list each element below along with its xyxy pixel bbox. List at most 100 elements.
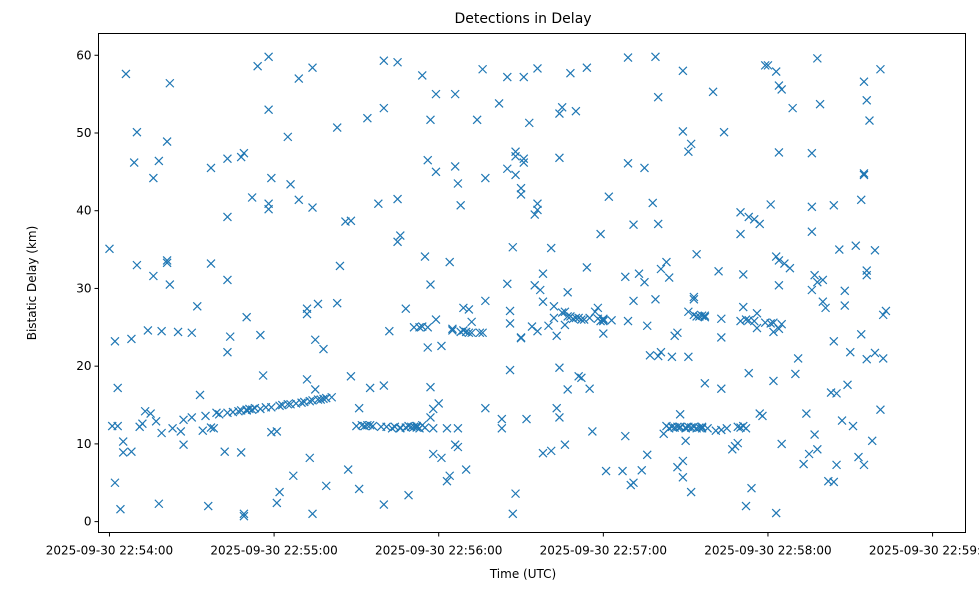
data-point <box>319 394 328 404</box>
data-point <box>258 371 268 380</box>
x-tick-label: 2025-09-30 22:56:00 <box>375 544 502 558</box>
data-point <box>771 252 781 261</box>
data-point <box>302 374 312 384</box>
data-point <box>538 448 548 458</box>
data-point <box>442 423 452 433</box>
data-point <box>843 380 852 390</box>
data-point <box>741 315 751 324</box>
data-point <box>275 401 285 411</box>
data-point <box>458 303 468 313</box>
data-point <box>837 416 847 425</box>
data-point <box>505 365 515 375</box>
data-point <box>113 421 123 431</box>
data-point <box>519 154 529 164</box>
data-point <box>769 376 778 386</box>
data-point <box>223 154 232 164</box>
data-point <box>623 53 633 63</box>
data-point <box>777 439 787 449</box>
data-point <box>865 116 874 125</box>
x-tick-label: 2025-09-30 22:57:00 <box>540 544 667 558</box>
data-point <box>132 127 142 137</box>
data-point <box>552 403 562 413</box>
data-point <box>242 312 252 322</box>
data-point <box>815 99 825 109</box>
data-point <box>505 318 515 328</box>
data-point <box>129 158 139 167</box>
data-point <box>766 318 776 328</box>
data-point <box>653 219 663 229</box>
data-point <box>881 306 891 316</box>
data-point <box>683 147 693 157</box>
data-point <box>247 405 257 415</box>
data-point <box>689 292 699 302</box>
data-point <box>587 427 597 436</box>
data-point <box>412 423 422 432</box>
data-point <box>472 115 482 125</box>
data-point <box>700 378 710 388</box>
data-point <box>508 509 518 519</box>
data-point <box>678 66 688 76</box>
data-point <box>870 245 880 255</box>
data-point <box>373 199 383 209</box>
data-point <box>533 199 542 209</box>
data-point <box>878 353 888 363</box>
data-point <box>203 501 213 511</box>
data-point <box>162 137 172 146</box>
data-point <box>379 381 389 391</box>
chart-title: Detections in Delay <box>454 11 591 27</box>
data-point <box>620 272 630 282</box>
y-tick-label: 30 <box>76 281 91 295</box>
data-point <box>555 363 564 373</box>
data-point <box>335 261 345 271</box>
data-point <box>700 311 710 321</box>
data-point <box>533 64 542 73</box>
data-point <box>642 321 652 331</box>
data-point <box>437 341 446 351</box>
y-axis-ticks: 0 10 20 30 40 50 60 <box>76 48 99 529</box>
data-point <box>840 301 850 310</box>
data-point <box>426 115 435 125</box>
data-point <box>288 471 298 481</box>
data-point <box>126 447 136 457</box>
data-point <box>601 466 611 476</box>
data-point <box>428 423 438 433</box>
data-point <box>829 477 839 487</box>
data-point <box>598 329 608 338</box>
data-point <box>744 368 754 378</box>
data-point <box>629 296 638 306</box>
data-point <box>247 193 257 202</box>
data-point <box>692 249 702 259</box>
data-point <box>821 303 830 313</box>
data-point <box>538 269 548 279</box>
data-point <box>774 81 784 91</box>
data-point <box>807 202 817 212</box>
data-point <box>755 219 765 229</box>
data-point <box>812 53 822 63</box>
x-tick-label: 2025-09-30 22:55:00 <box>210 544 337 558</box>
data-point <box>126 334 136 344</box>
data-point <box>689 310 699 320</box>
data-point <box>736 229 745 239</box>
data-point <box>620 431 630 441</box>
data-point <box>576 315 586 324</box>
data-point <box>642 450 652 460</box>
data-point <box>560 440 570 450</box>
data-point <box>672 422 682 432</box>
data-point <box>579 315 589 324</box>
data-point <box>555 153 564 163</box>
data-point <box>700 312 710 322</box>
data-point <box>212 408 221 418</box>
data-point <box>445 257 455 267</box>
data-point <box>716 425 726 435</box>
data-point <box>774 324 784 334</box>
data-point <box>275 487 285 497</box>
data-point <box>774 280 784 290</box>
data-point <box>859 168 869 178</box>
x-tick-label: 2025-09-30 22:58:00 <box>704 544 831 558</box>
data-point <box>752 323 762 333</box>
data-point <box>576 373 586 383</box>
data-point <box>379 103 389 113</box>
data-point <box>110 478 120 488</box>
data-point <box>662 257 671 267</box>
data-point <box>201 411 210 421</box>
